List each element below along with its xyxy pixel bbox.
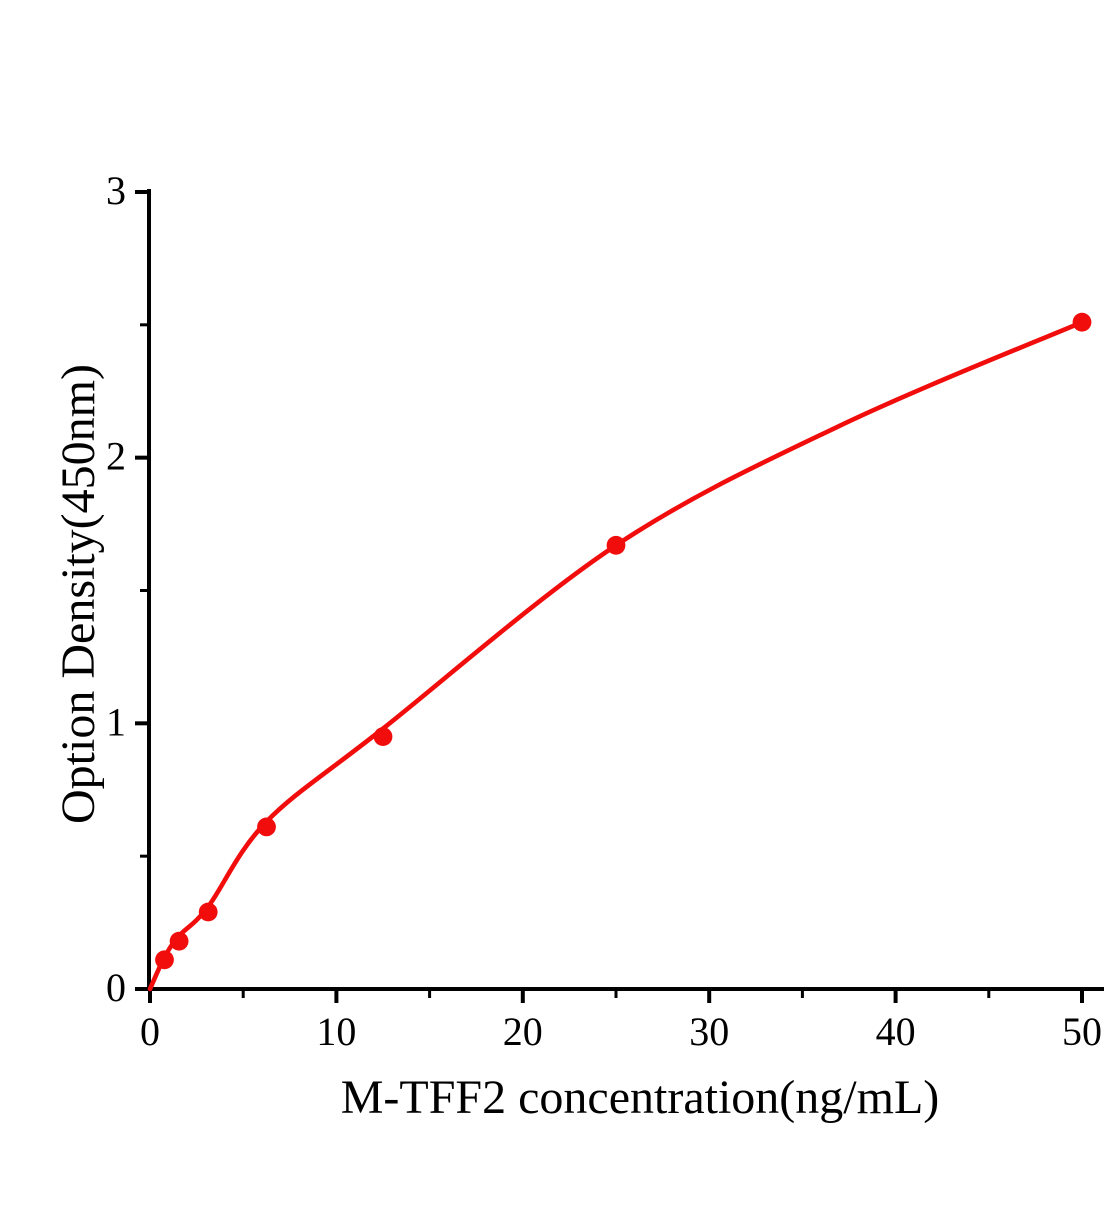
fit-curve [147,319,1085,992]
data-point [1072,312,1092,332]
data-point [257,817,276,837]
series-layer [147,312,1092,992]
y-tick-label: 2 [106,434,126,479]
y-tick-label: 1 [106,699,126,744]
data-point [169,931,189,951]
data-point [198,902,218,922]
x-tick-label: 30 [689,1009,729,1054]
plot-svg: 0 10 20 30 40 50 0 1 2 3 M-TFF2 concentration(ng/… [52,168,1104,1124]
standard-curve-chart: 0 10 20 30 40 50 0 1 2 3 M-TFF2 concentration(ng/… [40,16,1104,1216]
x-tick-label: 40 [876,1009,916,1054]
y-tick-label: 0 [106,965,126,1010]
x-tick-label: 50 [1062,1009,1102,1054]
x-axis-title: M-TFF2 concentration(ng/mL) [341,1071,940,1124]
axes-layer: 0 10 20 30 40 50 0 1 2 3 [106,168,1104,1054]
data-point [373,727,393,746]
x-tick-label: 20 [503,1009,543,1054]
y-axis-title: Option Density(450nm) [52,364,105,824]
x-tick-label: 10 [316,1009,356,1054]
x-tick-label: 0 [140,1009,160,1054]
y-tick-label: 3 [106,168,126,213]
data-point [155,950,174,970]
data-points [155,312,1092,970]
data-point [606,535,626,555]
